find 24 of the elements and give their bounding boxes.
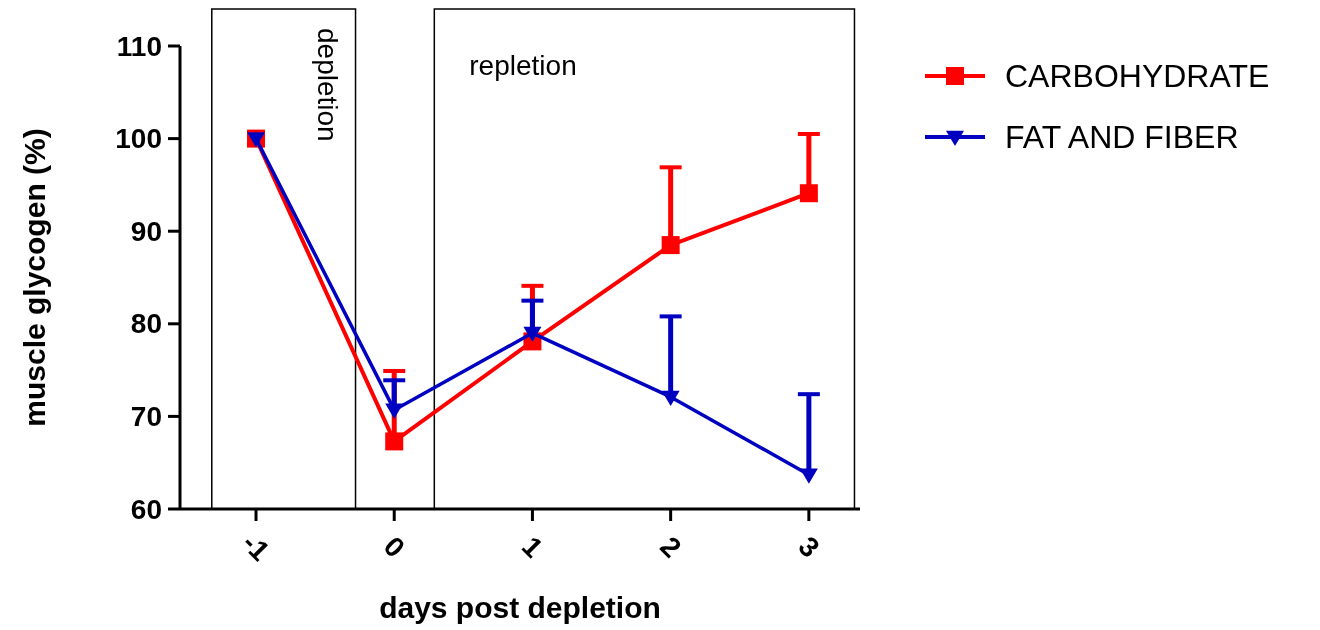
x-axis-title: days post depletion xyxy=(379,591,661,624)
y-axis-title: muscle glycogen (%) xyxy=(18,128,51,427)
legend-label: FAT AND FIBER xyxy=(1005,119,1239,155)
point xyxy=(799,184,818,203)
point xyxy=(661,236,680,255)
y-tick-label: 110 xyxy=(116,30,162,62)
y-tick-label: 80 xyxy=(130,308,162,340)
y-tick-label: 60 xyxy=(130,493,162,525)
x-tick-label: 2 xyxy=(654,530,688,564)
x-tick-label: 1 xyxy=(515,530,549,564)
point xyxy=(661,390,680,406)
band-label: depletion xyxy=(312,28,344,142)
x-tick-label: -1 xyxy=(236,527,276,567)
point xyxy=(523,326,542,343)
y-tick-label: 70 xyxy=(130,400,162,432)
x-tick-label: 3 xyxy=(792,530,826,564)
point xyxy=(385,403,404,419)
x-tick-label: 0 xyxy=(377,530,411,564)
y-tick-label: 90 xyxy=(130,215,162,247)
y-tick-label: 100 xyxy=(115,123,162,155)
legend-label: CARBOHYDRATE xyxy=(1005,58,1270,94)
point xyxy=(385,432,404,451)
band-label: repletion xyxy=(469,50,577,81)
point xyxy=(799,468,818,484)
